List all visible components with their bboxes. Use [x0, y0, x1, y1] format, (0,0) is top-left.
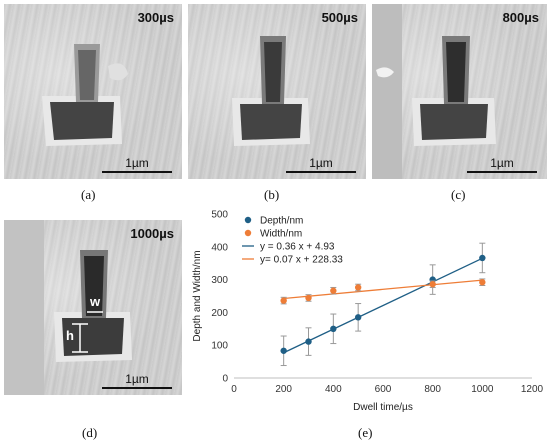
sem-panel-b: 500µs 1µm: [188, 4, 366, 179]
data-point: [305, 338, 312, 345]
data-point: [330, 287, 337, 294]
dwell-label: 800µs: [502, 10, 539, 25]
x-axis-label: Dwell time/µs: [353, 402, 413, 413]
caption-e: (e): [358, 425, 373, 440]
data-point: [280, 297, 287, 304]
data-point: [354, 314, 362, 321]
legend-label: y= 0.07 x + 228.33: [260, 255, 343, 266]
legend-label: y = 0.36 x + 4.93: [260, 242, 335, 253]
caption-b: (b): [264, 187, 280, 202]
scale-bar: 1µm: [286, 156, 356, 173]
y-tick-label: 300: [211, 275, 228, 286]
data-point: [429, 280, 436, 288]
data-point: [479, 254, 486, 262]
data-point: [354, 284, 362, 291]
scale-bar: 1µm: [102, 156, 172, 173]
caption-c: (c): [451, 187, 466, 202]
scale-line: [102, 171, 172, 173]
legend-label: Depth/nm: [260, 216, 303, 227]
x-tick-label: 1000: [471, 384, 494, 395]
dwell-label: 1000µs: [130, 226, 174, 241]
x-tick-label: 0: [231, 384, 237, 395]
x-tick-label: 800: [424, 384, 441, 395]
scale-label: 1µm: [309, 156, 333, 170]
scale-label: 1µm: [125, 372, 149, 386]
trench-sketch: [42, 44, 128, 146]
legend-marker: [244, 229, 252, 237]
data-point: [280, 347, 287, 354]
scale-line: [102, 387, 172, 389]
scale-bar: 1µm: [102, 372, 172, 389]
dwell-label: 300µs: [137, 10, 174, 25]
sem-panel-c: 800µs 1µm: [372, 4, 547, 179]
y-tick-label: 400: [211, 242, 228, 253]
y-tick-label: 500: [211, 210, 228, 221]
scale-bar: 1µm: [467, 156, 537, 173]
scale-label: 1µm: [125, 156, 149, 170]
trench-sketch: [232, 36, 310, 146]
data-point: [305, 294, 312, 302]
scale-line: [286, 171, 356, 173]
data-point: [479, 279, 486, 286]
y-axis-label: Depth and Width/nm: [192, 250, 203, 341]
legend-marker: [244, 216, 252, 224]
caption-a: (a): [81, 187, 96, 202]
fit-line: [283, 257, 483, 354]
sem-panel-a: 300µs 1µm: [4, 4, 182, 179]
scale-label: 1µm: [490, 156, 514, 170]
dwell-label: 500µs: [321, 10, 358, 25]
data-point: [330, 325, 337, 332]
x-tick-label: 1200: [521, 384, 544, 395]
x-tick-label: 400: [325, 384, 342, 395]
caption-d: (d): [82, 425, 98, 440]
width-marker-label: w: [90, 294, 101, 309]
trench-sketch: [4, 220, 132, 395]
y-tick-label: 200: [211, 308, 228, 319]
fit-line: [283, 279, 483, 300]
sem-panel-d: w h 1000µs 1µm: [4, 220, 182, 395]
y-tick-label: 100: [211, 341, 228, 352]
trench-sketch: [372, 4, 496, 179]
x-tick-label: 200: [275, 384, 292, 395]
dwell-time-chart: 0 200 400 600 800 1000 1200 0 100 200 300 400 500 Dwe…: [192, 210, 544, 414]
y-tick-label: 0: [222, 374, 228, 385]
height-marker-label: h: [66, 328, 74, 343]
scale-line: [467, 171, 537, 173]
x-tick-label: 600: [375, 384, 392, 395]
legend-label: Width/nm: [260, 229, 302, 240]
